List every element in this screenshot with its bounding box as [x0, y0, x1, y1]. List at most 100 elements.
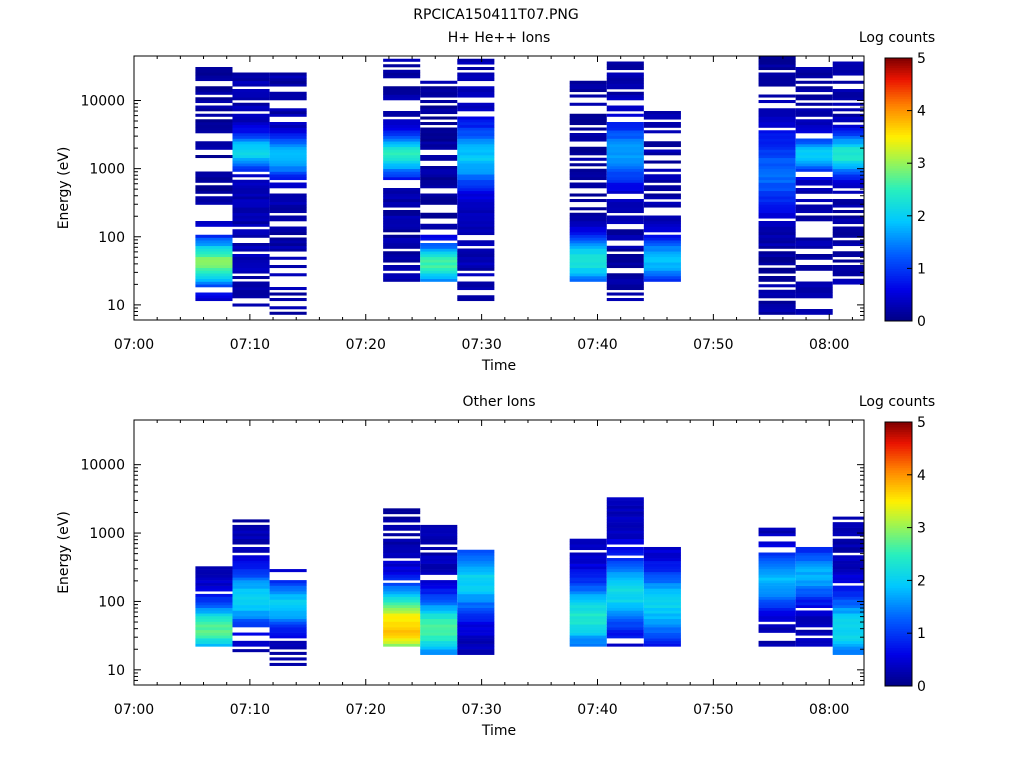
spectrogram-cell — [606, 155, 644, 159]
spectrogram-cell — [643, 256, 681, 260]
colorbar-band — [885, 609, 912, 613]
spectrogram-cell — [758, 193, 796, 197]
spectrogram-cell — [269, 632, 307, 636]
spectrogram-cell — [795, 632, 833, 636]
spectrogram-cell — [606, 552, 644, 556]
spectrogram-cell — [606, 538, 644, 542]
spectrogram-cell — [457, 635, 495, 639]
spectrogram-cell — [569, 149, 607, 153]
spectrogram-cell — [643, 629, 681, 633]
colorbar-band — [885, 273, 912, 277]
spectrogram-cell — [606, 624, 644, 628]
spectrogram-cell — [383, 212, 421, 216]
spectrogram-cell — [606, 133, 644, 137]
spectrogram-cell — [758, 311, 796, 315]
spectrogram-cell — [420, 566, 458, 570]
spectrogram-cell — [232, 596, 270, 600]
colorbar-band — [885, 446, 912, 449]
spectrogram-cell — [269, 292, 307, 296]
colorbar-band — [885, 580, 912, 584]
colorbar-band — [885, 285, 912, 289]
spectrogram-cell — [832, 566, 864, 570]
spectrogram-cell — [832, 533, 864, 537]
colorbar-band — [885, 84, 912, 88]
spectrogram-cell — [758, 210, 796, 214]
spectrogram-cell — [795, 596, 833, 600]
spectrogram-cell — [457, 72, 495, 76]
spectrogram-cell — [383, 146, 421, 150]
spectrogram-cell — [795, 569, 833, 573]
spectrogram-cell — [232, 270, 270, 274]
spectrogram-cell — [569, 199, 607, 203]
y-tick-label: 100 — [98, 230, 125, 246]
spectrogram-cell — [232, 97, 270, 101]
spectrogram-cell — [758, 574, 796, 578]
spectrogram-cell — [758, 276, 796, 280]
spectrogram-cell — [232, 72, 270, 76]
spectrogram-cell — [795, 599, 833, 603]
spectrogram-cell — [758, 223, 796, 227]
spectrogram-cell — [232, 524, 270, 528]
spectrogram-cell — [832, 278, 864, 282]
spectrogram-cell — [383, 243, 421, 247]
spectrogram-cell — [569, 596, 607, 600]
colorbar-band — [885, 256, 912, 260]
spectrogram-cell — [758, 558, 796, 562]
spectrogram-cell — [420, 599, 458, 603]
spectrogram-cell — [606, 558, 644, 562]
spectrogram-cell — [643, 621, 681, 625]
spectrogram-cell — [232, 256, 270, 260]
spectrogram-cell — [195, 276, 233, 280]
spectrogram-cell — [758, 78, 796, 82]
spectrogram-cell — [643, 566, 681, 570]
spectrogram-cell — [420, 177, 458, 181]
spectrogram-cell — [232, 604, 270, 609]
spectrogram-cell — [569, 223, 607, 227]
colorbar-band — [885, 316, 912, 320]
spectrogram-cell — [795, 311, 833, 315]
colorbar-band — [885, 112, 912, 116]
spectrogram-cell — [195, 199, 233, 203]
colorbar-band — [885, 549, 912, 553]
spectrogram-cell — [643, 588, 681, 592]
spectrogram-cell — [383, 86, 421, 90]
spectrogram-cell — [383, 624, 421, 628]
spectrogram-cell — [383, 613, 421, 617]
colorbar-band — [885, 470, 912, 473]
spectrogram-cell — [832, 574, 864, 578]
spectrogram-cell — [195, 632, 233, 636]
spectrogram-cell — [232, 295, 270, 299]
spectrogram-cell — [758, 149, 796, 153]
spectrogram-cell — [606, 273, 644, 277]
spectrogram-cell — [383, 621, 421, 625]
spectrogram-cell — [269, 83, 307, 87]
spectrogram-cell — [269, 130, 307, 134]
spectrogram-cell — [383, 593, 421, 597]
spectrogram-cell — [758, 201, 796, 205]
spectrogram-cell — [643, 188, 681, 192]
spectrogram-cell — [832, 174, 864, 178]
spectrogram-cell — [457, 199, 495, 203]
spectrogram-cell — [569, 174, 607, 178]
spectrogram-cell — [795, 640, 833, 644]
spectrogram-cell — [643, 613, 681, 617]
spectrogram-cell — [232, 199, 270, 203]
spectrogram-cell — [758, 309, 796, 313]
colorbar-band — [885, 227, 912, 231]
spectrogram-cell — [420, 580, 458, 584]
spectrogram-cell — [758, 215, 796, 219]
colorbar-band — [885, 105, 912, 109]
spectrogram-cell — [832, 133, 864, 137]
spectrogram-cell — [232, 519, 270, 523]
spectrogram-cell — [643, 111, 681, 115]
spectrogram-cell — [232, 267, 270, 271]
spectrogram-cell — [606, 607, 644, 611]
spectrogram-cell — [232, 607, 270, 611]
spectrogram-cell — [269, 621, 307, 625]
spectrogram-cell — [457, 141, 495, 145]
colorbar-label: Log counts — [859, 30, 935, 46]
spectrogram-cell — [832, 530, 864, 534]
spectrogram-cell — [569, 168, 607, 172]
spectrogram-cell — [606, 502, 644, 506]
spectrogram-cell — [269, 144, 307, 148]
